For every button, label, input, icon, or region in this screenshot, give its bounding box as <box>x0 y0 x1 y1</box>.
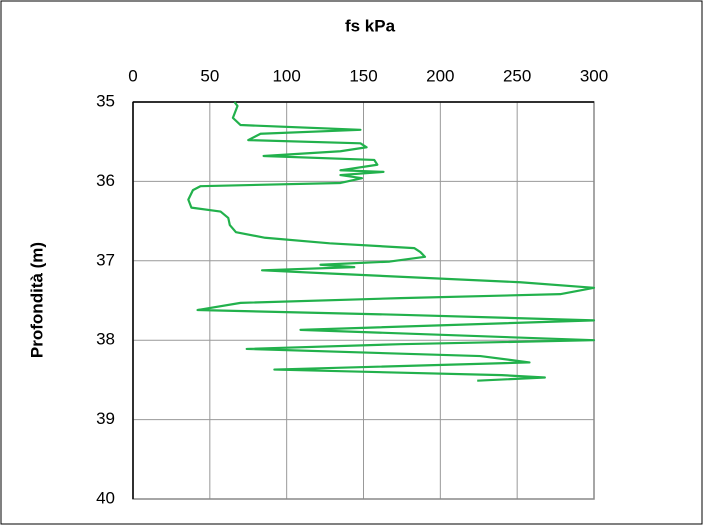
x-tick-label: 250 <box>503 66 531 85</box>
x-tick-label: 0 <box>128 66 137 85</box>
y-tick-label: 38 <box>96 330 115 349</box>
x-tick-label: 200 <box>426 66 454 85</box>
y-axis-label: Profondità (m) <box>27 242 46 358</box>
x-tick-label: 150 <box>349 66 377 85</box>
x-tick-label: 50 <box>200 66 219 85</box>
x-tick-label: 100 <box>272 66 300 85</box>
y-tick-label: 35 <box>96 91 115 110</box>
x-tick-label: 300 <box>580 66 608 85</box>
chart-title: fs kPa <box>345 16 396 35</box>
data-line <box>187 101 596 382</box>
y-tick-label: 40 <box>96 488 115 507</box>
y-tick-label: 37 <box>96 250 115 269</box>
y-tick-label: 36 <box>96 171 115 190</box>
y-tick-label: 39 <box>96 409 115 428</box>
